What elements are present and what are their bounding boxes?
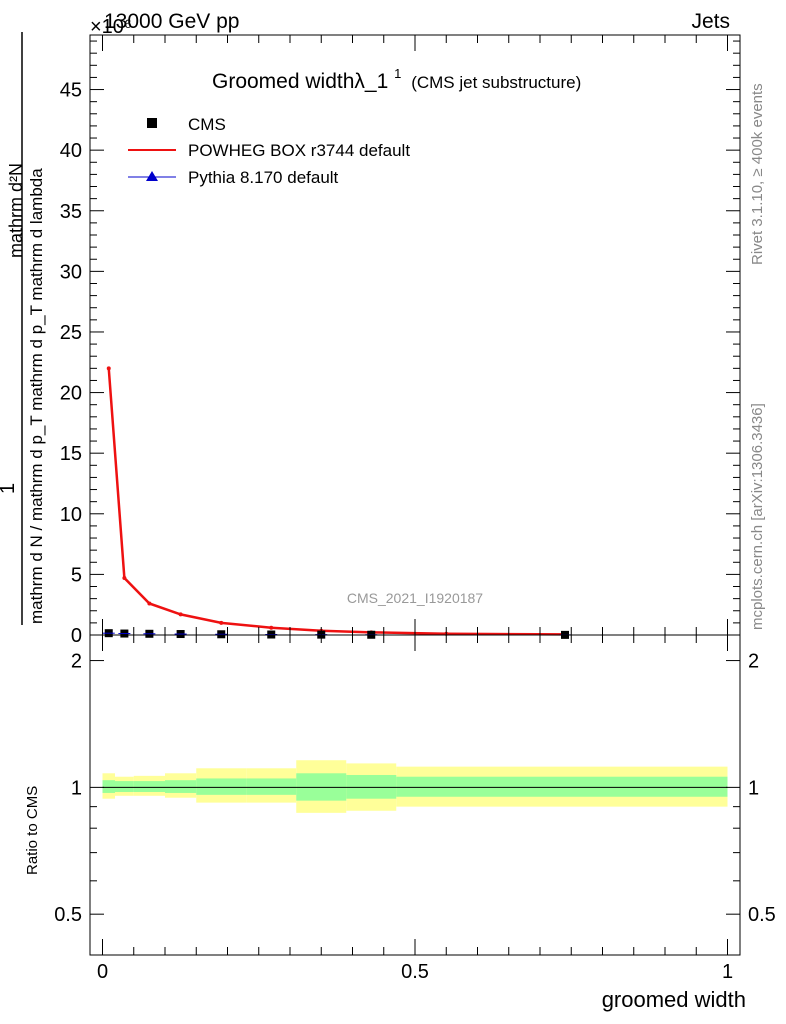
plot-title-suffix: (CMS jet substructure): [411, 73, 581, 92]
ratio-y-tick-label-right: 2: [748, 651, 759, 673]
ratio-band-inner: [396, 776, 728, 797]
ratio-band-inner: [246, 778, 297, 795]
y-tick-label: 45: [60, 80, 82, 102]
powheg-point: [269, 625, 274, 630]
plot-title-superscript: 1: [394, 66, 401, 81]
process-label: Jets: [691, 10, 730, 33]
legend-label-pythia: Pythia 8.170 default: [188, 168, 339, 187]
y-tick-label: 0: [71, 625, 82, 647]
ratio-band-inner: [102, 780, 115, 793]
powheg-point: [106, 366, 111, 371]
y-axis-label-one: 1: [0, 483, 19, 494]
ratio-band-inner: [115, 781, 134, 793]
x-tick-label: 0: [97, 961, 108, 983]
ratio-y-tick-label: 2: [71, 651, 82, 673]
y-tick-label: 20: [60, 383, 82, 405]
ratio-y-tick-label: 0.5: [54, 904, 82, 926]
ratio-plot: 0 0.5 1 0.5 0.5 1 1 2 2: [54, 634, 776, 983]
watermark: CMS_2021_I1920187: [347, 590, 483, 606]
energy-label: 13000 GeV pp: [104, 10, 239, 33]
rivet-label: Rivet 3.1.10, ≥ 400k events: [749, 83, 766, 265]
y-tick-label: 35: [60, 201, 82, 223]
ratio-band-inner: [346, 774, 397, 799]
ratio-y-tick-label-right: 1: [748, 777, 759, 799]
powheg-point: [122, 576, 127, 581]
y-axis-label-numerator: mathrm d²N: [6, 163, 26, 258]
ratio-band-inner: [133, 781, 165, 793]
y-tick-label: 5: [71, 564, 82, 586]
plot-title: Groomed widthλ_1 1 (CMS jet substructure…: [212, 60, 581, 93]
y-axis-label-denominator: mathrm d N / mathrm d p_T mathrm d p_T m…: [27, 168, 46, 624]
ratio-band-inner: [196, 778, 247, 795]
y-tick-label: 10: [60, 504, 82, 526]
y-tick-label: 30: [60, 261, 82, 283]
exponent-label: ×10⁶: [90, 16, 132, 38]
powheg-point: [219, 620, 224, 625]
ratio-plot-frame: [89, 634, 741, 956]
x-tick-label: 0.5: [401, 961, 429, 983]
legend-marker-cms: [147, 118, 157, 128]
main-plot: 0 5 10 15 20 25 30 35 40 45: [60, 34, 741, 647]
ratio-band-inner: [165, 780, 197, 793]
powheg-point: [178, 612, 183, 617]
y-tick-label: 25: [60, 322, 82, 344]
x-tick-label: 1: [722, 961, 733, 983]
mcplots-label: mcplots.cern.ch [arXiv:1306.3436]: [749, 403, 766, 630]
legend-label-powheg: POWHEG BOX r3744 default: [188, 141, 410, 160]
powheg-point: [147, 601, 152, 606]
y-tick-label: 15: [60, 443, 82, 465]
plot-title-main: Groomed widthλ_1: [212, 70, 388, 93]
y-tick-label: 40: [60, 140, 82, 162]
ratio-y-tick-label: 1: [71, 777, 82, 799]
ratio-y-axis-label: Ratio to CMS: [24, 786, 41, 875]
x-axis-label: groomed width: [602, 987, 746, 1012]
ratio-y-tick-label-right: 0.5: [748, 904, 776, 926]
legend-label-cms: CMS: [188, 115, 226, 134]
y-axis-label: mathrm d²N 1 mathrm d N / mathrm d p_T m…: [0, 32, 46, 625]
legend: CMS POWHEG BOX r3744 default Pythia 8.17…: [128, 115, 410, 187]
legend-marker-pythia: [146, 171, 158, 181]
powheg-line: [107, 368, 566, 636]
